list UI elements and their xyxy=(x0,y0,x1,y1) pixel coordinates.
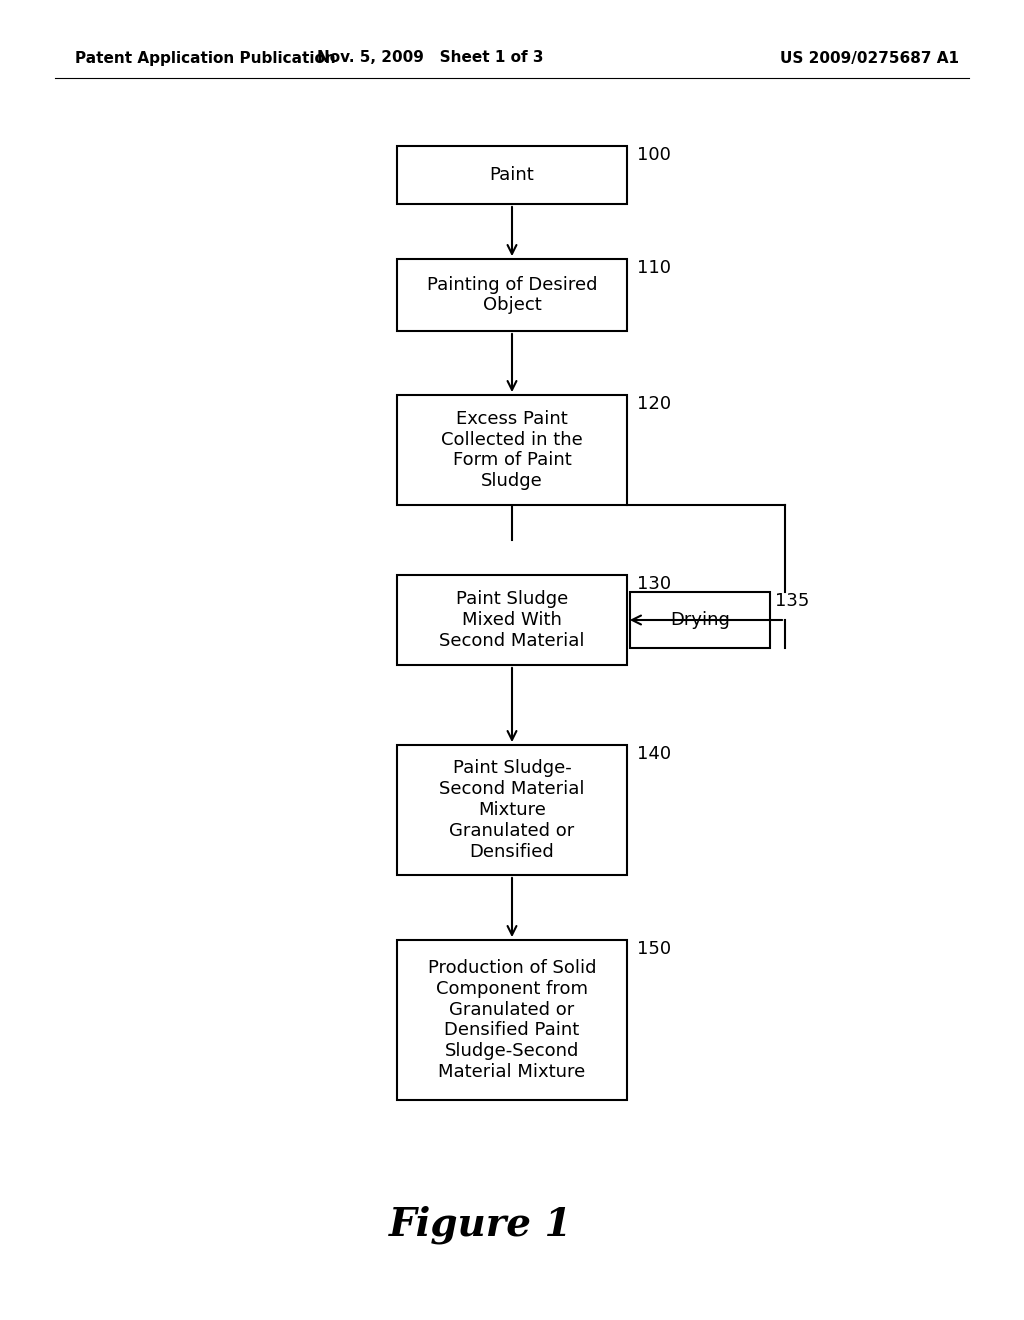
Text: Painting of Desired
Object: Painting of Desired Object xyxy=(427,276,597,314)
Text: Excess Paint
Collected in the
Form of Paint
Sludge: Excess Paint Collected in the Form of Pa… xyxy=(441,409,583,490)
Text: 140: 140 xyxy=(637,744,671,763)
Text: 110: 110 xyxy=(637,259,671,277)
Bar xyxy=(397,395,627,506)
Text: 100: 100 xyxy=(637,147,671,164)
Bar xyxy=(397,576,627,665)
Text: US 2009/0275687 A1: US 2009/0275687 A1 xyxy=(780,50,959,66)
Bar xyxy=(397,259,627,331)
Bar xyxy=(397,744,627,875)
Bar xyxy=(630,591,770,648)
Text: Paint Sludge-
Second Material
Mixture
Granulated or
Densified: Paint Sludge- Second Material Mixture Gr… xyxy=(439,759,585,861)
Bar xyxy=(397,940,627,1100)
Text: Figure 1: Figure 1 xyxy=(389,1205,572,1245)
Text: 130: 130 xyxy=(637,576,671,593)
Text: Paint Sludge
Mixed With
Second Material: Paint Sludge Mixed With Second Material xyxy=(439,590,585,649)
Text: Paint: Paint xyxy=(489,166,535,183)
Text: 135: 135 xyxy=(775,591,809,610)
Text: 150: 150 xyxy=(637,940,671,958)
Text: Production of Solid
Component from
Granulated or
Densified Paint
Sludge-Second
M: Production of Solid Component from Granu… xyxy=(428,960,596,1081)
Bar xyxy=(397,147,627,205)
Text: Patent Application Publication: Patent Application Publication xyxy=(75,50,336,66)
Text: Nov. 5, 2009   Sheet 1 of 3: Nov. 5, 2009 Sheet 1 of 3 xyxy=(316,50,544,66)
Text: Drying: Drying xyxy=(670,611,730,630)
Text: 120: 120 xyxy=(637,395,671,413)
